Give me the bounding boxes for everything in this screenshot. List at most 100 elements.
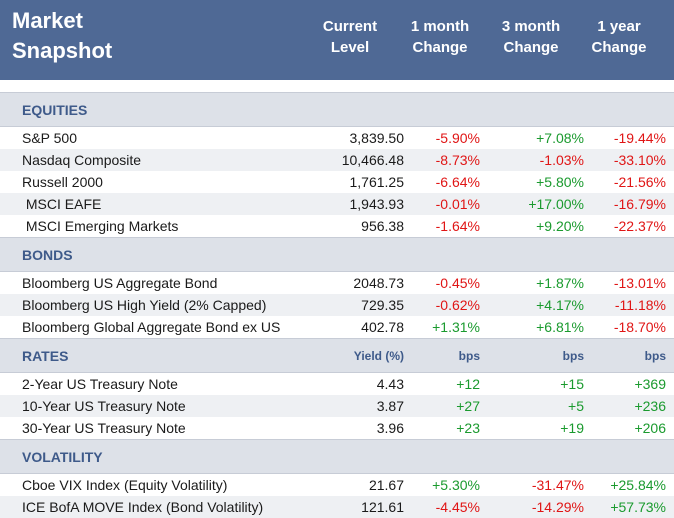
- row-3-month-change: +4.17%: [536, 297, 584, 313]
- row-name: Cboe VIX Index (Equity Volatility): [22, 477, 228, 493]
- row-level: 402.78: [361, 319, 404, 335]
- equities-table: S&P 500 3,839.50 -5.90% +7.08% -19.44% Nasdaq…: [0, 127, 674, 237]
- column-header-current-level: Current Level: [310, 16, 390, 58]
- section-header-volatility: VOLATILITY: [0, 439, 674, 474]
- row-1-month-change: -0.62%: [435, 297, 480, 313]
- table-row: MSCI EAFE 1,943.93 -0.01% +17.00% -16.79%: [0, 193, 674, 215]
- row-name: ICE BofA MOVE Index (Bond Volatility): [22, 499, 264, 515]
- unit-bps-3m: bps: [562, 349, 584, 363]
- row-level: 2048.73: [353, 275, 404, 291]
- row-1-year-change: -16.79%: [613, 196, 666, 212]
- table-row: Bloomberg US Aggregate Bond 2048.73 -0.45%…: [0, 272, 674, 294]
- rates-table: 2-Year US Treasury Note 4.43 +12 +15 +369 10-…: [0, 373, 674, 439]
- row-3-month-change: +1.87%: [536, 275, 584, 291]
- row-level: 3,839.50: [349, 130, 405, 146]
- section-header-rates: RATES Yield (%) bps bps bps: [0, 338, 674, 373]
- table-row: 30-Year US Treasury Note 3.96 +23 +19 +206: [0, 417, 674, 439]
- column-header-current-level-line2: Level: [330, 39, 370, 56]
- row-name: Bloomberg Global Aggregate Bond ex US: [22, 319, 281, 335]
- row-3-month-change: +17.00%: [528, 196, 584, 212]
- row-1-month-change: +27: [456, 398, 480, 414]
- unit-yield: Yield (%): [353, 349, 404, 363]
- row-1-month-change: +12: [456, 376, 480, 392]
- row-name: 2-Year US Treasury Note: [22, 376, 178, 392]
- row-1-year-change: -33.10%: [613, 152, 666, 168]
- row-1-month-change: -8.73%: [435, 152, 480, 168]
- row-1-month-change: -5.90%: [435, 130, 480, 146]
- row-3-month-change: +15: [560, 376, 584, 392]
- row-level: 956.38: [361, 218, 404, 234]
- column-header-1-year-line2: Change: [591, 39, 647, 56]
- column-header-1-year: 1 year Change: [578, 16, 660, 58]
- row-1-year-change: +206: [634, 420, 666, 436]
- row-1-year-change: -13.01%: [613, 275, 666, 291]
- column-header-1-month-line1: 1 month: [410, 18, 470, 35]
- row-name: 10-Year US Treasury Note: [22, 398, 186, 414]
- row-level: 1,761.25: [349, 174, 405, 190]
- page-title: Market Snapshot: [12, 6, 212, 66]
- row-1-year-change: -22.37%: [613, 218, 666, 234]
- row-name: MSCI Emerging Markets: [22, 218, 179, 234]
- table-row: Cboe VIX Index (Equity Volatility) 21.67 +…: [0, 474, 674, 496]
- row-level: 3.96: [376, 420, 404, 436]
- table-row: MSCI Emerging Markets 956.38 -1.64% +9.20% -…: [0, 215, 674, 237]
- snapshot-header: Market Snapshot Current Level 1 month Ch…: [0, 0, 674, 84]
- column-header-1-year-line1: 1 year: [597, 18, 641, 35]
- row-3-month-change: -1.03%: [539, 152, 584, 168]
- row-name: Bloomberg US High Yield (2% Capped): [22, 297, 267, 313]
- row-1-year-change: -21.56%: [613, 174, 666, 190]
- section-label: VOLATILITY: [22, 449, 103, 465]
- row-level: 1,943.93: [349, 196, 405, 212]
- row-level: 4.43: [376, 376, 404, 392]
- row-1-month-change: -4.45%: [435, 499, 480, 515]
- spacer: [0, 84, 674, 92]
- row-1-month-change: +1.31%: [432, 319, 480, 335]
- row-1-year-change: +236: [634, 398, 666, 414]
- title-line-1: Market: [12, 8, 83, 33]
- section-label: RATES: [22, 348, 69, 364]
- column-header-3-month-line2: Change: [503, 39, 559, 56]
- bonds-table: Bloomberg US Aggregate Bond 2048.73 -0.45%…: [0, 272, 674, 338]
- row-1-year-change: +25.84%: [610, 477, 666, 493]
- row-1-year-change: -19.44%: [613, 130, 666, 146]
- row-1-month-change: -6.64%: [435, 174, 480, 190]
- row-1-month-change: +23: [456, 420, 480, 436]
- row-1-month-change: -1.64%: [435, 218, 480, 234]
- section-header-bonds: BONDS: [0, 237, 674, 272]
- row-1-year-change: -18.70%: [613, 319, 666, 335]
- row-level: 121.61: [361, 499, 404, 515]
- row-3-month-change: +19: [560, 420, 584, 436]
- row-name: Russell 2000: [22, 174, 103, 190]
- column-header-1-month: 1 month Change: [395, 16, 485, 58]
- column-header-3-month: 3 month Change: [486, 16, 576, 58]
- section-label: BONDS: [22, 247, 73, 263]
- row-3-month-change: +5.80%: [536, 174, 584, 190]
- row-name: MSCI EAFE: [22, 196, 102, 212]
- row-name: Bloomberg US Aggregate Bond: [22, 275, 218, 291]
- row-3-month-change: +9.20%: [536, 218, 584, 234]
- row-1-month-change: -0.01%: [435, 196, 480, 212]
- table-row: S&P 500 3,839.50 -5.90% +7.08% -19.44%: [0, 127, 674, 149]
- row-level: 21.67: [368, 477, 404, 493]
- table-row: Russell 2000 1,761.25 -6.64% +5.80% -21.56%: [0, 171, 674, 193]
- table-row: 2-Year US Treasury Note 4.43 +12 +15 +369: [0, 373, 674, 395]
- unit-bps-1m: bps: [458, 349, 480, 363]
- row-3-month-change: -14.29%: [531, 499, 584, 515]
- table-row: 10-Year US Treasury Note 3.87 +27 +5 +236: [0, 395, 674, 417]
- column-header-current-level-line1: Current: [322, 18, 378, 35]
- row-1-year-change: +57.73%: [610, 499, 666, 515]
- title-line-2: Snapshot: [12, 38, 113, 63]
- row-name: S&P 500: [22, 130, 78, 146]
- table-row: Nasdaq Composite 10,466.48 -8.73% -1.03% -33…: [0, 149, 674, 171]
- table-row: Bloomberg Global Aggregate Bond ex US 402…: [0, 316, 674, 338]
- section-header-equities: EQUITIES: [0, 92, 674, 127]
- row-1-year-change: -11.18%: [614, 297, 666, 313]
- table-row: ICE BofA MOVE Index (Bond Volatility) 121…: [0, 496, 674, 518]
- row-1-year-change: +369: [634, 376, 666, 392]
- row-3-month-change: +5: [568, 398, 584, 414]
- row-level: 10,466.48: [341, 152, 404, 168]
- row-3-month-change: +7.08%: [536, 130, 584, 146]
- row-1-month-change: -0.45%: [435, 275, 480, 291]
- row-1-month-change: +5.30%: [432, 477, 480, 493]
